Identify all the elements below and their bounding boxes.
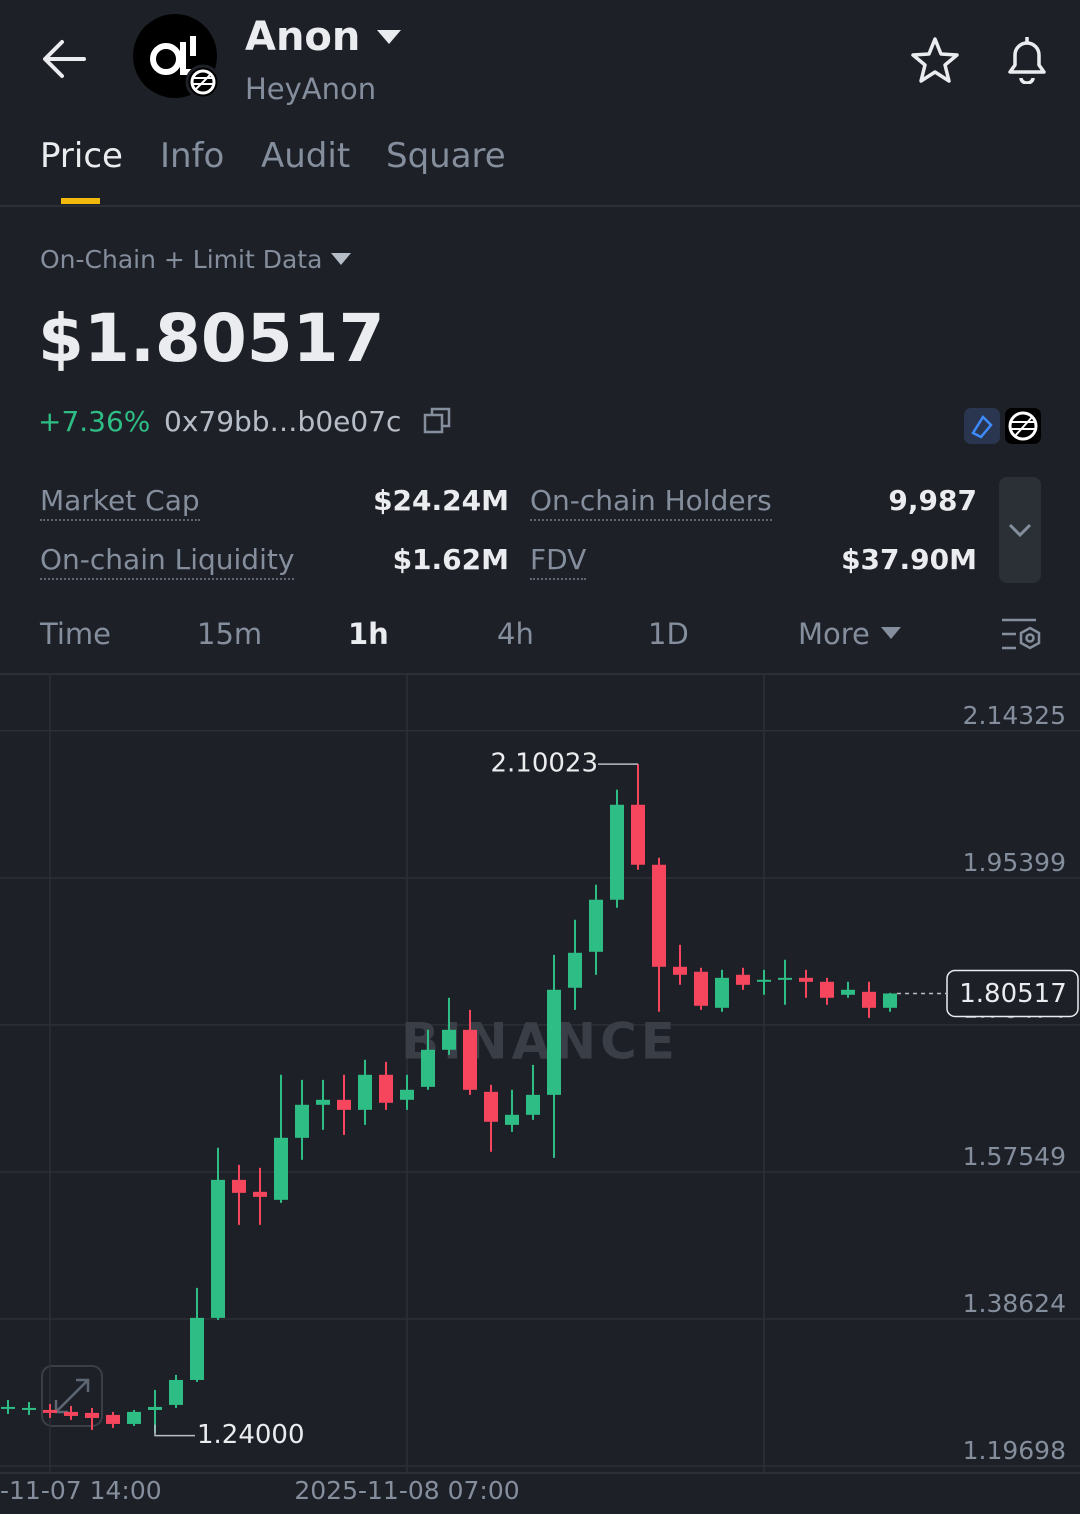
candle-body xyxy=(757,979,771,982)
candle-body xyxy=(442,1029,456,1050)
candle-body xyxy=(652,864,666,967)
y-tick-label: 2.14325 xyxy=(963,701,1066,730)
stat-value: $24.24M xyxy=(373,484,509,517)
data-source[interactable]: On-Chain + Limit Data xyxy=(40,245,323,274)
candle-body xyxy=(358,1074,372,1110)
x-tick-label: -11-07 14:00 xyxy=(0,1476,162,1505)
candle-body xyxy=(127,1411,141,1424)
interval-option[interactable]: 1D xyxy=(648,617,689,651)
dropdown-caret[interactable] xyxy=(880,626,902,642)
candle-body xyxy=(43,1409,57,1413)
low-annotation-line xyxy=(154,1424,195,1437)
candle-body xyxy=(820,981,834,998)
candle-body xyxy=(799,977,813,982)
last-price-label: 1.80517 xyxy=(959,979,1067,1009)
token-fullname: HeyAnon xyxy=(245,72,377,106)
tab[interactable]: Square xyxy=(386,136,506,176)
expand-stats-button[interactable] xyxy=(999,477,1041,583)
interval-option[interactable]: 1h xyxy=(348,617,389,651)
candle-body xyxy=(778,977,792,980)
candle-body xyxy=(106,1414,120,1424)
candle-body xyxy=(316,1099,330,1105)
candle-body xyxy=(862,991,876,1008)
tab[interactable]: Info xyxy=(160,136,225,176)
dropdown-caret[interactable] xyxy=(330,252,352,268)
candle-body xyxy=(841,989,855,995)
candle-body xyxy=(463,1029,477,1090)
back-button[interactable] xyxy=(40,36,90,82)
tab[interactable]: Audit xyxy=(261,136,351,176)
candle-body xyxy=(673,966,687,975)
y-tick-label: 1.95399 xyxy=(963,848,1066,877)
candle-body xyxy=(85,1412,99,1418)
candle-body xyxy=(295,1104,309,1138)
candle-body xyxy=(589,899,603,952)
candle-body xyxy=(883,993,897,1008)
candle-body xyxy=(274,1137,288,1200)
stat-value: $37.90M xyxy=(841,543,977,576)
candle-body xyxy=(484,1091,498,1122)
stat-value: 9,987 xyxy=(888,484,977,517)
candle-body xyxy=(22,1407,36,1410)
candle-body xyxy=(610,804,624,900)
price: $1.80517 xyxy=(38,300,385,377)
candle-body xyxy=(547,989,561,1095)
candle-body xyxy=(64,1411,78,1416)
candle-body xyxy=(148,1406,162,1410)
token-name[interactable]: Anon xyxy=(245,14,361,60)
interval-option[interactable]: 4h xyxy=(497,617,534,651)
candle-body xyxy=(337,1099,351,1110)
y-tick-label: 1.38624 xyxy=(963,1289,1066,1318)
candle-body xyxy=(253,1191,267,1197)
stat-label[interactable]: FDV xyxy=(530,543,587,580)
stat-label[interactable]: On-chain Holders xyxy=(530,484,772,521)
candle-body xyxy=(400,1089,414,1100)
candle-body xyxy=(211,1179,225,1318)
price-change: +7.36% xyxy=(38,405,151,438)
divider xyxy=(0,205,1080,207)
candle-body xyxy=(736,974,750,985)
candlestick-chart: 2.143251.953991.764741.575491.386241.196… xyxy=(0,675,1080,1505)
chain-badges[interactable] xyxy=(963,407,1043,445)
divider xyxy=(0,673,1080,675)
token-logo xyxy=(133,14,221,100)
tab-indicator xyxy=(61,198,100,204)
y-tick-label: 1.19698 xyxy=(963,1436,1066,1465)
candle-body xyxy=(526,1094,540,1115)
candle-body xyxy=(169,1379,183,1405)
candle-body xyxy=(715,977,729,1008)
contract-address[interactable]: 0x79bb…b0e07c xyxy=(164,405,402,438)
candle-body xyxy=(631,804,645,865)
candle-body xyxy=(505,1114,519,1125)
candle-body xyxy=(232,1179,246,1193)
tab[interactable]: Price xyxy=(40,136,123,176)
last-price-box xyxy=(946,969,1079,1018)
candle-body xyxy=(568,952,582,988)
stat-label[interactable]: Market Cap xyxy=(40,484,200,521)
y-tick-label: 1.57549 xyxy=(963,1142,1066,1171)
copy-button[interactable] xyxy=(422,406,452,436)
expand-chart-frame xyxy=(41,1365,103,1427)
expand-chart-button[interactable] xyxy=(41,1365,103,1427)
candle-body xyxy=(1,1406,15,1409)
interval-option[interactable]: 15m xyxy=(197,617,263,651)
interval-label: Time xyxy=(40,617,111,651)
chart-settings-button[interactable] xyxy=(1000,616,1042,654)
alert-button[interactable] xyxy=(1002,34,1052,84)
stat-label[interactable]: On-chain Liquidity xyxy=(40,543,295,580)
candle-body xyxy=(694,971,708,1006)
candle-body xyxy=(379,1074,393,1103)
high-annotation: 2.10023 xyxy=(490,749,598,779)
stat-value: $1.62M xyxy=(392,543,509,576)
interval-option[interactable]: More xyxy=(798,617,870,651)
favorite-button[interactable] xyxy=(910,36,960,84)
candle-body xyxy=(421,1049,435,1087)
candle-body xyxy=(190,1317,204,1380)
low-annotation: 1.24000 xyxy=(197,1420,305,1450)
dropdown-caret[interactable] xyxy=(375,28,403,48)
x-tick-label: 2025-11-08 07:00 xyxy=(294,1476,519,1505)
